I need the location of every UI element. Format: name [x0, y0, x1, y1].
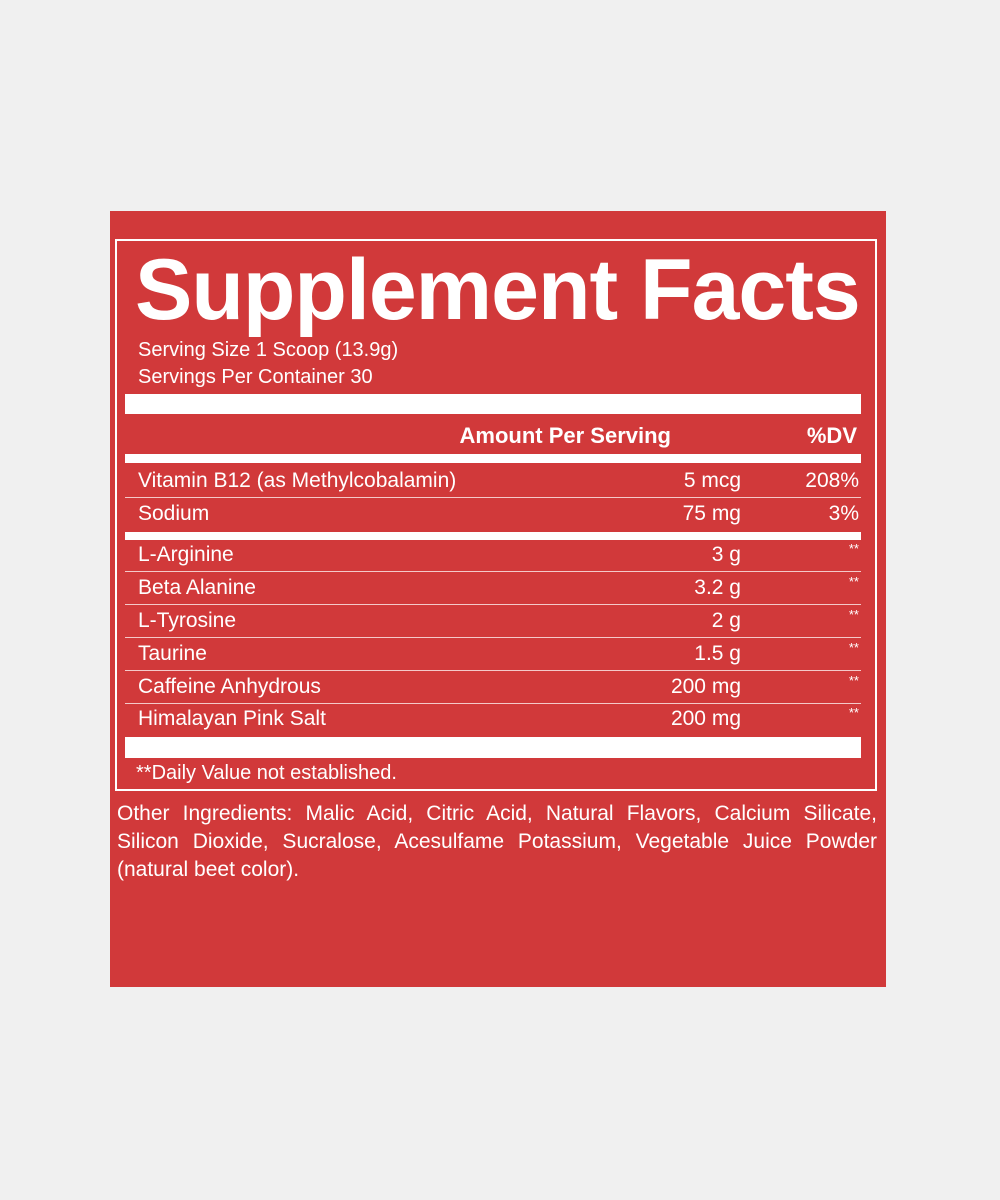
serving-size: Serving Size 1 Scoop (13.9g) — [138, 339, 399, 361]
other-ingredients: Other Ingredients: Malic Acid, Citric Ac… — [117, 802, 877, 881]
ingredient-dv: ** — [848, 541, 859, 556]
ingredient-name: L-Arginine — [138, 543, 234, 566]
medium-divider — [125, 532, 861, 540]
footnote: **Daily Value not established. — [136, 762, 397, 784]
ingredient-name: Caffeine Anhydrous — [138, 675, 321, 698]
servings-per-container: Servings Per Container 30 — [138, 366, 373, 388]
thick-divider — [125, 394, 861, 414]
ingredient-dv: ** — [848, 640, 859, 655]
ingredient-dv: ** — [848, 705, 859, 720]
nutrient-row: Sodium 75 mg 3% — [125, 497, 861, 530]
thick-divider — [125, 737, 861, 758]
ingredient-row: Caffeine Anhydrous 200 mg ** — [125, 670, 861, 704]
ingredient-name: Taurine — [138, 642, 207, 665]
header-dv: %DV — [806, 423, 857, 448]
ingredient-name: Himalayan Pink Salt — [138, 707, 326, 730]
medium-divider — [125, 454, 861, 463]
ingredient-row: Beta Alanine 3.2 g ** — [125, 571, 861, 605]
ingredient-amount: 200 mg — [670, 675, 741, 698]
ingredient-name: L-Tyrosine — [138, 609, 237, 632]
ingredient-dv: ** — [848, 673, 859, 688]
ingredient-dv: ** — [848, 574, 859, 589]
supplement-facts-panel: Supplement Facts Serving Size 1 Scoop (1… — [110, 211, 886, 987]
label-title: Supplement Facts — [135, 242, 861, 338]
ingredient-row: L-Tyrosine 2 g ** — [125, 604, 861, 638]
nutrient-amount: 75 mg — [682, 502, 741, 525]
ingredient-amount: 200 mg — [670, 707, 741, 730]
header-amount: Amount Per Serving — [459, 423, 671, 448]
ingredient-row: Himalayan Pink Salt 200 mg ** — [125, 702, 861, 735]
ingredient-row: L-Arginine 3 g ** — [125, 538, 861, 572]
facts-box: Supplement Facts Serving Size 1 Scoop (1… — [115, 239, 877, 791]
ingredient-row: Taurine 1.5 g ** — [125, 637, 861, 671]
ingredient-amount: 3.2 g — [694, 576, 741, 599]
ingredient-name: Beta Alanine — [138, 576, 256, 599]
nutrient-name: Vitamin B12 (as Methylcobalamin) — [138, 469, 457, 492]
ingredient-amount: 1.5 g — [694, 642, 741, 665]
nutrient-dv: 208% — [805, 469, 859, 492]
ingredient-amount: 3 g — [711, 543, 741, 566]
nutrient-row: Vitamin B12 (as Methylcobalamin) 5 mcg 2… — [125, 464, 861, 498]
ingredient-dv: ** — [848, 607, 859, 622]
nutrient-amount: 5 mcg — [683, 469, 741, 492]
nutrient-name: Sodium — [138, 502, 210, 525]
nutrient-dv: 3% — [828, 502, 859, 525]
ingredient-amount: 2 g — [711, 609, 741, 632]
